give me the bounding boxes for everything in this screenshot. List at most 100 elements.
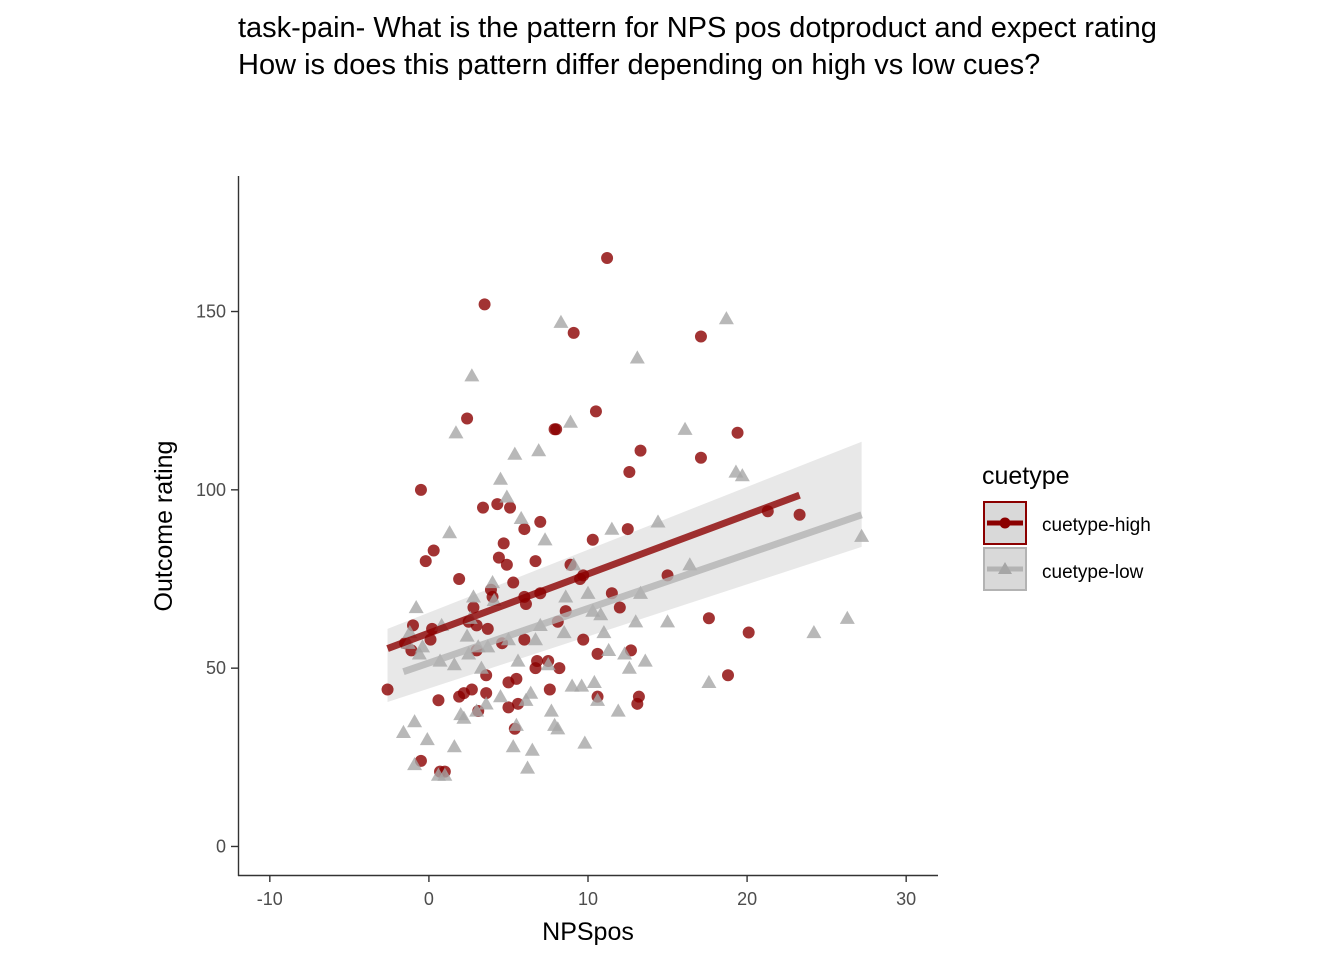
point-cuetype-high — [722, 669, 734, 682]
point-cuetype-low — [464, 368, 480, 382]
legend-key-low-marker — [998, 562, 1012, 574]
point-cuetype-high — [531, 655, 544, 668]
point-cuetype-high — [492, 551, 505, 564]
point-cuetype-low — [486, 592, 502, 607]
point-cuetype-low — [419, 731, 435, 746]
point-cuetype-low — [493, 689, 508, 703]
point-cuetype-low — [408, 600, 424, 614]
point-cuetype-low — [505, 739, 521, 753]
point-cuetype-high — [742, 626, 755, 639]
point-cuetype-low — [558, 589, 574, 603]
point-cuetype-high — [621, 523, 634, 536]
x-tick-label: -10 — [257, 889, 283, 909]
point-cuetype-high — [481, 622, 494, 635]
point-cuetype-low — [734, 468, 750, 482]
point-cuetype-low — [446, 657, 462, 671]
point-cuetype-low — [621, 660, 637, 674]
x-tick-label: 20 — [737, 889, 757, 909]
point-cuetype-low — [701, 674, 717, 689]
point-cuetype-low — [473, 660, 489, 674]
point-cuetype-low — [577, 735, 593, 749]
confidence-band-layer — [387, 441, 862, 703]
point-cuetype-low — [518, 692, 534, 706]
point-cuetype-low — [564, 678, 580, 692]
point-cuetype-high — [381, 683, 394, 696]
chart-title-line-2: How is does this pattern differ dependin… — [238, 49, 1041, 81]
point-cuetype-low — [407, 756, 423, 771]
point-cuetype-low — [537, 532, 553, 546]
point-cuetype-high — [504, 501, 517, 514]
point-cuetype-low — [854, 528, 870, 542]
point-cuetype-low — [839, 610, 855, 624]
point-cuetype-high — [453, 572, 466, 585]
chart-title: task-pain- What is the pattern for NPS p… — [238, 10, 1344, 84]
legend-item-cuetype-low: cuetype-low — [983, 547, 1144, 591]
x-tick-label: 10 — [578, 889, 598, 909]
point-cuetype-low — [442, 525, 458, 539]
point-cuetype-high — [518, 633, 531, 646]
point-cuetype-high — [623, 466, 636, 479]
point-cuetype-high — [510, 672, 523, 685]
point-cuetype-low — [459, 628, 475, 642]
point-cuetype-high — [500, 558, 513, 571]
point-cuetype-high — [694, 451, 707, 464]
point-cuetype-high — [497, 537, 510, 550]
point-cuetype-low — [499, 489, 515, 503]
point-cuetype-low — [574, 678, 590, 692]
point-cuetype-low — [650, 514, 666, 528]
legend: cuetype cuetype-high cuetype-low — [982, 462, 1151, 591]
point-cuetype-low — [540, 657, 556, 671]
point-cuetype-low — [402, 624, 418, 639]
point-cuetype-low — [507, 446, 523, 460]
legend-label-high: cuetype-high — [1042, 515, 1151, 536]
point-cuetype-low — [510, 653, 526, 667]
legend-label-low: cuetype-low — [1042, 562, 1144, 583]
point-cuetype-high — [601, 252, 614, 265]
point-cuetype-low — [610, 703, 626, 717]
point-cuetype-high — [518, 523, 531, 536]
x-tick-label: 30 — [896, 889, 916, 909]
point-cuetype-high — [577, 633, 590, 646]
point-cuetype-low — [550, 721, 566, 735]
point-cuetype-low — [637, 653, 653, 667]
x-tick-label: 0 — [424, 889, 434, 909]
point-cuetype-low — [523, 685, 539, 699]
point-cuetype-high — [480, 687, 493, 700]
chart-title-line-1: task-pain- What is the pattern for NPS p… — [238, 12, 1157, 44]
point-cuetype-high — [553, 662, 566, 675]
y-tick-label: 100 — [196, 480, 226, 500]
point-cuetype-high — [414, 483, 427, 496]
point-cuetype-high — [589, 405, 602, 418]
data-points-layer — [381, 252, 870, 781]
point-cuetype-low — [407, 714, 423, 728]
point-cuetype-high — [613, 601, 626, 614]
point-cuetype-low — [411, 646, 427, 660]
point-cuetype-low — [465, 589, 481, 603]
point-cuetype-high — [502, 701, 515, 714]
point-cuetype-low — [448, 425, 464, 439]
point-cuetype-low — [628, 614, 644, 628]
point-cuetype-high — [694, 330, 707, 343]
point-cuetype-low — [566, 557, 582, 571]
point-cuetype-high — [567, 326, 580, 339]
point-cuetype-low — [520, 760, 536, 774]
point-cuetype-high — [427, 544, 440, 557]
point-cuetype-low — [524, 742, 540, 756]
point-cuetype-low — [682, 557, 698, 571]
point-cuetype-low — [660, 614, 676, 628]
point-cuetype-low — [590, 692, 606, 706]
point-cuetype-high — [432, 694, 445, 707]
y-tick-label: 150 — [196, 302, 226, 322]
point-cuetype-high — [591, 647, 604, 660]
point-cuetype-high — [586, 533, 599, 546]
fit-lines-layer — [386, 491, 863, 676]
point-cuetype-low — [601, 642, 617, 656]
point-cuetype-low — [415, 639, 431, 653]
point-cuetype-low — [478, 696, 494, 710]
point-cuetype-low — [596, 624, 612, 639]
point-cuetype-high — [512, 697, 524, 710]
point-cuetype-low — [528, 632, 543, 646]
fit-line-cuetype-high — [386, 491, 801, 652]
point-cuetype-low — [531, 443, 547, 457]
